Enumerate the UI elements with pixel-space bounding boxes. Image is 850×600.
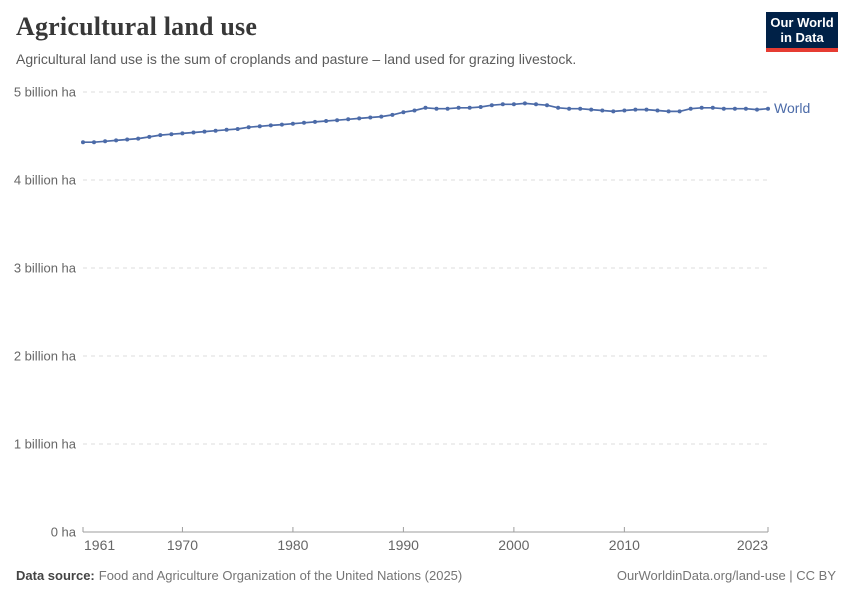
y-axis-label: 4 billion ha: [14, 173, 77, 188]
data-point-marker[interactable]: [324, 119, 329, 123]
data-point-marker[interactable]: [257, 124, 262, 129]
data-point-marker[interactable]: [633, 107, 638, 112]
data-point-marker[interactable]: [589, 107, 594, 112]
data-point-marker[interactable]: [103, 139, 108, 144]
data-point-marker[interactable]: [136, 136, 141, 141]
data-point-marker[interactable]: [434, 106, 439, 111]
data-point-marker[interactable]: [666, 109, 671, 114]
data-point-marker[interactable]: [279, 122, 284, 127]
data-point-marker[interactable]: [290, 121, 295, 126]
data-point-marker[interactable]: [357, 116, 362, 121]
data-point-marker[interactable]: [556, 105, 561, 110]
data-point-marker[interactable]: [224, 127, 229, 132]
y-axis-label: 3 billion ha: [14, 261, 77, 276]
x-axis-label: 2000: [498, 537, 529, 553]
data-source-text: Food and Agriculture Organization of the…: [98, 568, 463, 583]
data-point-marker[interactable]: [423, 105, 428, 110]
data-point-marker[interactable]: [368, 115, 373, 120]
data-point-marker[interactable]: [313, 119, 317, 124]
data-point-marker[interactable]: [346, 117, 351, 122]
data-point-marker[interactable]: [246, 125, 251, 130]
data-point-marker[interactable]: [500, 102, 505, 107]
line-chart-canvas: 0 ha 1 billion ha 2 billion ha 3 billion ha…: [14, 85, 810, 554]
data-source: Data source: Food and Agriculture Organiz…: [16, 568, 462, 583]
data-point-marker[interactable]: [721, 106, 726, 111]
series-end-label[interactable]: World: [774, 100, 810, 116]
data-point-marker[interactable]: [335, 118, 340, 123]
data-point-marker[interactable]: [302, 120, 306, 125]
data-point-marker[interactable]: [511, 102, 516, 107]
data-point-marker[interactable]: [147, 134, 152, 139]
chart-footer: Data source: Food and Agriculture Organiz…: [0, 568, 850, 583]
data-source-label: Data source:: [16, 568, 95, 583]
x-axis-label: 2023: [737, 537, 768, 553]
y-axis-label: 2 billion ha: [14, 349, 77, 364]
data-point-marker[interactable]: [534, 102, 538, 107]
data-point-marker[interactable]: [567, 106, 572, 111]
data-point-marker[interactable]: [92, 140, 96, 145]
x-axis-label: 1980: [277, 537, 308, 553]
data-point-marker[interactable]: [158, 133, 163, 138]
data-point-marker[interactable]: [710, 105, 715, 110]
data-point-marker[interactable]: [467, 105, 472, 110]
data-point-marker[interactable]: [578, 106, 583, 111]
data-point-marker[interactable]: [644, 107, 649, 112]
data-point-marker[interactable]: [611, 109, 616, 114]
owid-logo-line1: Our World: [770, 15, 834, 30]
x-axis-label: 1970: [167, 537, 198, 553]
data-point-marker[interactable]: [743, 106, 748, 111]
data-point-marker[interactable]: [390, 112, 395, 117]
data-point-marker[interactable]: [677, 109, 682, 114]
data-point-marker[interactable]: [522, 101, 527, 106]
data-point-marker[interactable]: [445, 106, 450, 111]
y-axis-label: 0 ha: [51, 525, 77, 540]
data-point-marker[interactable]: [235, 127, 240, 131]
y-axis-label: 5 billion ha: [14, 85, 77, 100]
data-point-marker[interactable]: [622, 108, 627, 113]
data-point-marker[interactable]: [180, 131, 185, 136]
chart-title: Agricultural land use: [16, 12, 258, 41]
data-point-marker[interactable]: [489, 103, 494, 108]
data-point-marker[interactable]: [688, 106, 693, 111]
chart-subtitle: Agricultural land use is the sum of crop…: [16, 51, 577, 67]
data-point-marker[interactable]: [379, 114, 384, 119]
x-axis-label: 2010: [609, 537, 640, 553]
credit-link[interactable]: OurWorldinData.org/land-use | CC BY: [616, 568, 836, 583]
data-point-marker[interactable]: [114, 138, 119, 143]
owid-logo[interactable]: Our World in Data: [766, 12, 838, 52]
data-point-marker[interactable]: [401, 110, 406, 115]
data-point-marker[interactable]: [191, 130, 196, 135]
data-point-marker[interactable]: [456, 105, 461, 110]
data-point-marker[interactable]: [655, 108, 660, 113]
data-point-marker[interactable]: [81, 140, 85, 145]
x-axis-label: 1990: [388, 537, 419, 553]
data-point-marker[interactable]: [478, 105, 483, 109]
data-point-marker[interactable]: [268, 123, 273, 128]
data-point-marker[interactable]: [766, 106, 770, 111]
data-point-marker[interactable]: [169, 132, 174, 137]
data-point-marker[interactable]: [125, 137, 130, 142]
data-point-marker[interactable]: [755, 107, 759, 112]
data-point-marker[interactable]: [699, 105, 704, 110]
data-point-marker[interactable]: [202, 129, 207, 134]
owid-logo-line2: in Data: [780, 30, 824, 45]
y-axis-label: 1 billion ha: [14, 437, 77, 452]
x-axis-label: 1961: [84, 537, 115, 553]
data-point-marker[interactable]: [545, 103, 549, 108]
data-point-marker[interactable]: [600, 108, 605, 113]
data-point-marker[interactable]: [412, 108, 417, 113]
data-point-marker[interactable]: [213, 128, 218, 133]
data-point-marker[interactable]: [732, 106, 737, 111]
